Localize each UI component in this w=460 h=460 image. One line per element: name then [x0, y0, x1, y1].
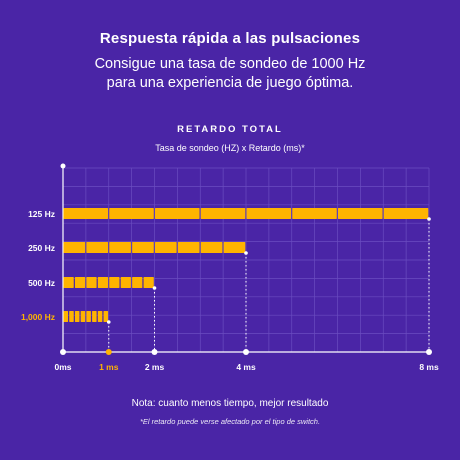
bar-segment [109, 277, 120, 288]
bar-segment [63, 277, 74, 288]
category-label: 500 Hz [28, 278, 55, 288]
bar-segment [200, 208, 246, 219]
bar-segment [338, 208, 383, 219]
category-label: 1,000 Hz [21, 312, 55, 322]
bar-segment [132, 242, 154, 253]
bar-segment [86, 242, 109, 253]
y-axis-cap [60, 163, 66, 169]
bar-segment [109, 242, 131, 253]
bar-segment [155, 242, 177, 253]
x-tick-dot [105, 349, 112, 355]
bar-segment [103, 311, 109, 322]
bar-end-dot [152, 286, 157, 290]
chart-subtitle: Tasa de sondeo (HZ) x Retardo (ms)* [155, 143, 305, 153]
bar-segment [292, 208, 337, 219]
subheadline-line-2: para una experiencia de juego óptima. [106, 75, 354, 91]
bar-segment [223, 242, 246, 253]
bar-end-dot [244, 251, 248, 255]
x-tick-label: 0ms [54, 362, 71, 372]
bar-segment [74, 277, 86, 288]
bar-segment [120, 277, 131, 288]
bar-segment [97, 277, 109, 288]
bar-segment [69, 311, 74, 322]
bar-segment [143, 277, 154, 288]
disclaimer: *El retardo puede verse afectado por el … [139, 417, 321, 426]
x-tick-dot [426, 349, 432, 355]
bar-segment [92, 311, 97, 322]
bar-segment [177, 242, 200, 253]
bar-segment [200, 242, 223, 253]
bar-segment [246, 208, 292, 219]
bar-segment [155, 208, 200, 219]
bar-segment [132, 277, 143, 288]
x-tick-label: 1 ms [99, 362, 119, 372]
subheadline: Consigue una tasa de sondeo de 1000 Hz p… [0, 55, 460, 93]
bar-segment [97, 311, 103, 322]
x-tick-dot [243, 349, 249, 355]
bar-segment [383, 208, 429, 219]
x-tick-label: 2 ms [145, 362, 165, 372]
bar-segment [80, 311, 86, 322]
subheadline-line-1: Consigue una tasa de sondeo de 1000 Hz [94, 56, 366, 72]
footnote: Nota: cuanto menos tiempo, mejor resulta… [131, 398, 329, 409]
headline: Respuesta rápida a las pulsaciones [99, 30, 361, 47]
x-tick-dot [151, 349, 158, 355]
bar-segment [86, 311, 91, 322]
bar-end-dot [106, 320, 111, 324]
x-tick-label: 8 ms [419, 362, 439, 372]
bar-segment [63, 311, 69, 322]
chart-title: RETARDO TOTAL [177, 124, 283, 135]
category-label: 250 Hz [28, 243, 55, 253]
bar-segment [86, 277, 97, 288]
bar-segment [63, 242, 86, 253]
x-tick-label: 4 ms [236, 362, 256, 372]
x-tick-dot [60, 349, 66, 355]
bar-segment [63, 208, 109, 219]
category-label: 125 Hz [28, 209, 55, 219]
bar-segment [74, 311, 80, 322]
bar-segment [109, 208, 154, 219]
bar-end-dot [427, 217, 431, 221]
